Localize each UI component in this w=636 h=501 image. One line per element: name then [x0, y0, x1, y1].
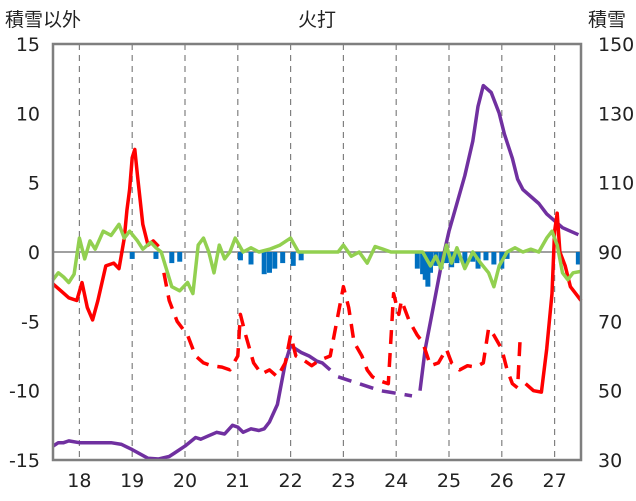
- x-tick-label: 22: [279, 470, 303, 492]
- x-tick-label: 19: [120, 470, 144, 492]
- y-left-axis-label: 積雪以外: [5, 9, 81, 31]
- x-tick-label: 20: [173, 470, 197, 492]
- y-left-tick-label: 10: [16, 103, 40, 125]
- precip-bar: [454, 252, 460, 264]
- precip-bar: [272, 252, 278, 269]
- x-tick-label: 24: [384, 470, 408, 492]
- chart-title: 火打: [298, 9, 336, 31]
- y-left-tick-label: -5: [21, 311, 40, 333]
- precip-bar: [483, 252, 489, 261]
- precip-bar: [177, 252, 183, 262]
- precip-bar: [443, 252, 449, 264]
- x-tick-label: 18: [67, 470, 91, 492]
- x-tick-label: 26: [490, 470, 514, 492]
- y-left-tick-label: -10: [9, 381, 40, 403]
- precip-bar: [470, 252, 476, 262]
- y-left-tick-labels: 15 10 5 0 -5 -10 -15: [9, 34, 40, 472]
- precip-bar: [298, 252, 304, 261]
- precip-bar: [248, 252, 254, 265]
- y-left-tick-label: 0: [28, 242, 40, 264]
- series-line-6: [51, 222, 582, 296]
- precip-bar: [420, 252, 426, 275]
- precip-bar: [491, 252, 497, 265]
- plot-border: [51, 42, 583, 462]
- series-line-2: [418, 83, 580, 391]
- y-right-tick-label: 30: [598, 450, 622, 472]
- y-right-tick-label: 50: [598, 381, 622, 403]
- precip-bar: [425, 252, 431, 287]
- x-tick-labels: 18 19 20 21 22 23 24 25 26 27: [67, 470, 566, 492]
- precip-bar: [575, 252, 581, 265]
- y-right-tick-label: 70: [598, 311, 622, 333]
- x-tick-label: 21: [226, 470, 250, 492]
- y-right-tick-label: 90: [598, 242, 622, 264]
- x-tick-label: 23: [331, 470, 355, 492]
- y-right-tick-labels: 150 130 110 90 70 50 30: [598, 34, 634, 472]
- series-line-3: [51, 147, 160, 322]
- y-left-tick-label: 5: [28, 173, 40, 195]
- series-line-1: [337, 375, 413, 398]
- series-line-4: [162, 272, 523, 390]
- y-right-tick-label: 130: [598, 103, 634, 125]
- precip-bar: [129, 252, 135, 259]
- precip-bar: [422, 252, 428, 280]
- y-left-tick-label: 15: [16, 34, 40, 56]
- x-tick-label: 25: [437, 470, 461, 492]
- precip-bar: [169, 252, 175, 264]
- precip-bar: [290, 252, 296, 266]
- line-series: [51, 83, 583, 461]
- y-right-tick-label: 110: [598, 173, 634, 195]
- precip-bar: [462, 252, 468, 265]
- precip-bar: [261, 252, 267, 275]
- series-line-5: [524, 211, 583, 394]
- y-right-tick-label: 150: [598, 34, 634, 56]
- precip-bar: [153, 252, 159, 259]
- precip-bar: [414, 252, 420, 269]
- precip-bar: [266, 252, 272, 273]
- y-left-tick-label: -15: [9, 450, 40, 472]
- precip-bar: [280, 252, 286, 264]
- x-tick-label: 27: [543, 470, 567, 492]
- precip-bar: [237, 252, 243, 261]
- y-right-axis-label: 積雪: [588, 9, 626, 31]
